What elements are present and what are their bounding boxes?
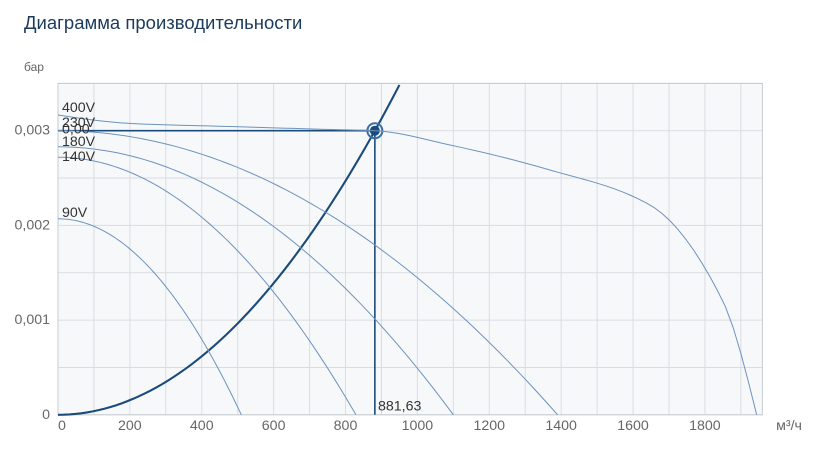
svg-text:140V: 140V	[62, 149, 96, 165]
svg-text:0: 0	[58, 418, 66, 434]
svg-text:1000: 1000	[402, 418, 434, 434]
svg-text:600: 600	[262, 418, 286, 434]
svg-text:м³/ч: м³/ч	[776, 418, 802, 434]
svg-text:1200: 1200	[473, 418, 505, 434]
svg-text:400: 400	[190, 418, 214, 434]
svg-text:1600: 1600	[617, 418, 649, 434]
svg-text:881,63: 881,63	[378, 399, 422, 415]
svg-text:0,001: 0,001	[14, 312, 50, 328]
svg-text:180V: 180V	[62, 134, 96, 150]
svg-text:90V: 90V	[62, 205, 88, 221]
svg-text:400V: 400V	[62, 100, 96, 116]
svg-text:1400: 1400	[545, 418, 577, 434]
svg-text:1800: 1800	[689, 418, 721, 434]
svg-text:0,002: 0,002	[14, 217, 50, 233]
svg-text:800: 800	[334, 418, 358, 434]
svg-text:0,003: 0,003	[14, 123, 50, 139]
svg-text:0: 0	[42, 407, 50, 423]
svg-text:200: 200	[118, 418, 142, 434]
